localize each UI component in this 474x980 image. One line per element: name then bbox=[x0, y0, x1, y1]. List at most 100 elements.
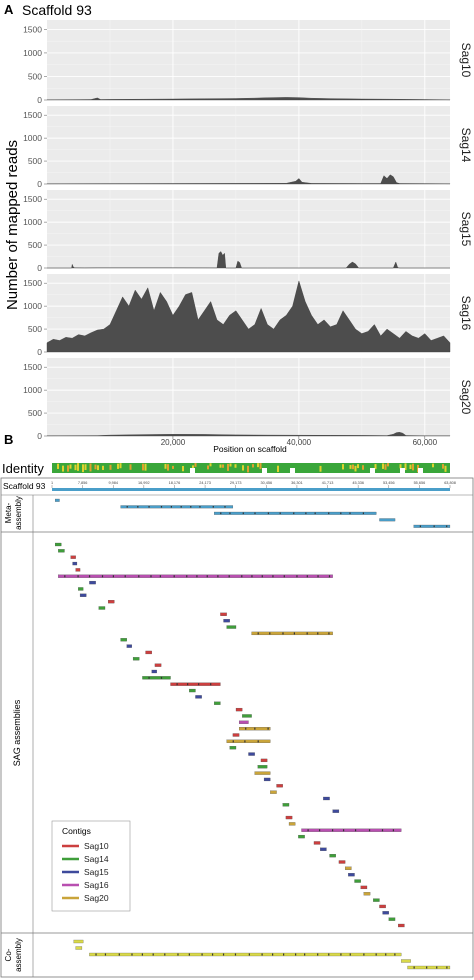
identity-segment bbox=[374, 464, 377, 470]
contig-marker bbox=[261, 953, 263, 956]
contig bbox=[248, 752, 255, 756]
contig bbox=[276, 784, 283, 788]
legend-label: Sag16 bbox=[84, 880, 109, 890]
contig bbox=[238, 727, 271, 731]
contig bbox=[379, 518, 396, 522]
contig bbox=[348, 873, 355, 877]
contig-marker bbox=[283, 953, 285, 956]
contig-bar bbox=[354, 879, 361, 883]
identity-segment bbox=[444, 465, 447, 472]
contig-marker bbox=[198, 683, 200, 686]
contig bbox=[379, 904, 386, 909]
panel-strip-label: Sag15 bbox=[459, 212, 473, 247]
contig-marker bbox=[201, 953, 203, 956]
y-tick-label: 1000 bbox=[23, 301, 42, 311]
identity-gap bbox=[400, 468, 405, 473]
identity-gap bbox=[262, 468, 267, 473]
coverage-panel-sag16: 0 500 1000 1500 Sag16 bbox=[23, 274, 473, 357]
contig bbox=[407, 965, 451, 970]
contig bbox=[313, 841, 321, 845]
identity-label: Identity bbox=[2, 461, 44, 476]
contig-bar bbox=[214, 511, 377, 515]
contig-marker bbox=[272, 953, 274, 956]
identity-segment bbox=[67, 465, 69, 472]
identity-bar bbox=[52, 463, 450, 473]
contig bbox=[282, 803, 290, 807]
contig-bar bbox=[73, 939, 84, 944]
contig-bar bbox=[332, 809, 340, 813]
contig bbox=[154, 663, 162, 667]
contig-marker bbox=[141, 953, 143, 956]
identity-segment bbox=[319, 465, 322, 472]
contig-marker bbox=[148, 506, 150, 508]
contig-marker bbox=[413, 966, 415, 969]
identity-segment bbox=[102, 465, 104, 470]
contig bbox=[363, 892, 371, 896]
identity-segment bbox=[354, 465, 357, 472]
contig-marker bbox=[254, 727, 256, 730]
identity-segment bbox=[182, 465, 184, 472]
identity-segment bbox=[432, 463, 434, 468]
contig-marker bbox=[77, 575, 79, 578]
scaffold-tick-label: 53,456 bbox=[383, 481, 395, 485]
contig-marker bbox=[222, 953, 225, 956]
contig-marker bbox=[206, 575, 208, 578]
contig-marker bbox=[419, 525, 421, 528]
contig-bar bbox=[298, 834, 305, 839]
y-tick-label: 1500 bbox=[23, 24, 42, 34]
contig-marker bbox=[304, 953, 306, 956]
contig-marker bbox=[267, 727, 269, 730]
contig-marker bbox=[267, 512, 269, 515]
contig bbox=[189, 688, 196, 693]
contig-marker bbox=[234, 953, 237, 956]
contig-marker bbox=[257, 632, 259, 635]
coverage-panel-sag10: 0 500 1000 1500 Sag10 bbox=[23, 20, 473, 105]
contig bbox=[108, 600, 115, 604]
identity-segment bbox=[62, 465, 64, 472]
identity-segment bbox=[84, 464, 87, 471]
contig bbox=[151, 669, 157, 674]
contig-marker bbox=[101, 575, 104, 578]
contig-marker bbox=[349, 953, 351, 956]
sag-label: SAG assemblies bbox=[12, 699, 22, 766]
identity-gap bbox=[370, 468, 375, 473]
contig-marker bbox=[177, 953, 179, 956]
identity-segment bbox=[227, 463, 229, 471]
contig-bar bbox=[75, 946, 83, 950]
contig bbox=[142, 676, 171, 680]
scaffold-tick-label: 36,301 bbox=[291, 481, 303, 485]
y-tick-label: 0 bbox=[37, 95, 42, 105]
identity-segment bbox=[404, 463, 407, 471]
identity-segment bbox=[119, 463, 122, 469]
contig-bar bbox=[89, 580, 96, 585]
identity-segment bbox=[409, 464, 412, 470]
contig-marker bbox=[385, 953, 387, 956]
identity-segment bbox=[277, 465, 279, 473]
legend-title: Contigs bbox=[62, 826, 91, 836]
contig bbox=[323, 796, 330, 801]
contig bbox=[75, 946, 83, 950]
contig bbox=[195, 695, 202, 699]
contig-bar bbox=[413, 524, 451, 528]
contig bbox=[338, 860, 346, 864]
contig-bar bbox=[270, 790, 277, 794]
contig-marker bbox=[295, 953, 297, 956]
contig bbox=[373, 898, 380, 902]
contig-marker bbox=[126, 506, 128, 508]
meta-label-1: Meta- bbox=[4, 502, 13, 523]
contig bbox=[235, 707, 243, 712]
y-tick-label: 500 bbox=[28, 324, 42, 334]
legend-label: Sag15 bbox=[84, 867, 109, 877]
y-tick-label: 0 bbox=[37, 347, 42, 357]
contig-marker bbox=[131, 953, 133, 956]
identity-segment bbox=[82, 464, 84, 473]
coverage-panel-sag20: 0 500 1000 1500 Sag20 bbox=[23, 358, 473, 441]
contig bbox=[270, 790, 277, 794]
contig-marker bbox=[394, 953, 396, 956]
x-tick-label: 20,000 bbox=[161, 438, 186, 447]
contig-marker bbox=[170, 506, 172, 508]
contig bbox=[72, 561, 78, 566]
contig-marker bbox=[176, 683, 178, 686]
contig bbox=[126, 644, 132, 648]
contig-bar bbox=[379, 518, 396, 522]
